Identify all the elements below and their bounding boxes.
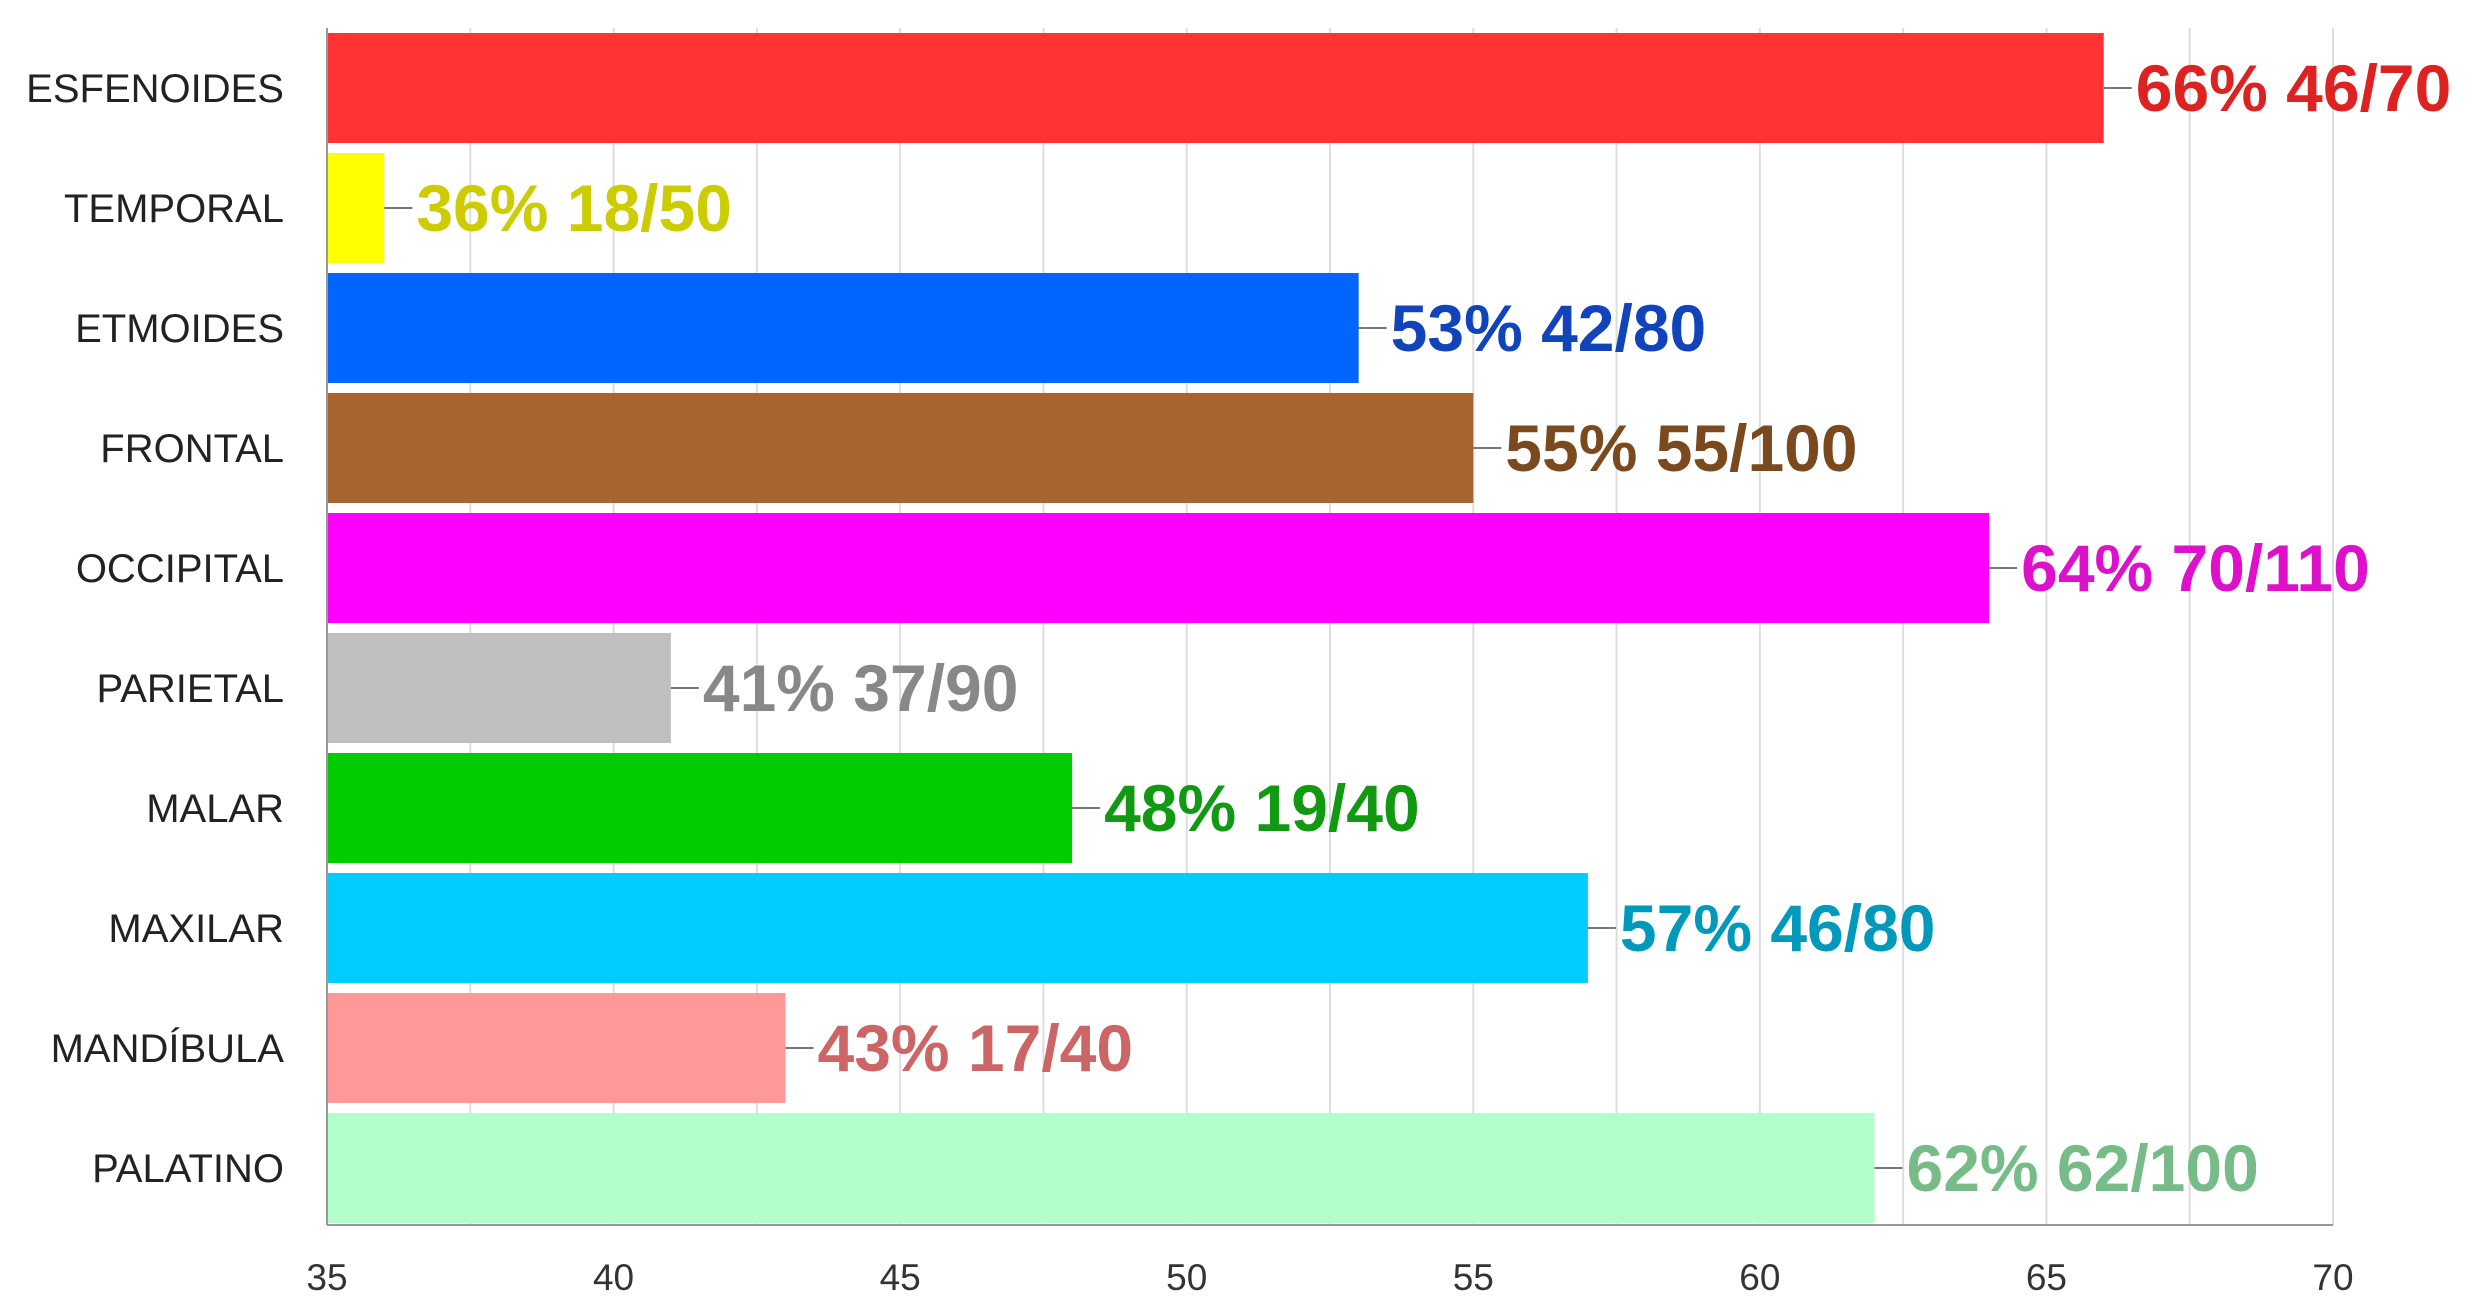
x-tick-label: 35 xyxy=(306,1257,347,1298)
x-tick-label: 70 xyxy=(2312,1257,2353,1298)
bar-frontal xyxy=(327,393,1474,503)
category-label: MALAR xyxy=(146,787,284,831)
bar-malar xyxy=(327,753,1073,863)
data-label: 43% 17/40 xyxy=(818,1011,1134,1085)
label-layer: ESFENOIDES 66% 46/70 TEMPORAL 36% 18/50 ETMO… xyxy=(26,51,2451,1205)
x-tick-label: 45 xyxy=(880,1257,921,1298)
x-tick-label: 65 xyxy=(2026,1257,2067,1298)
bar-esfenoides xyxy=(327,33,2104,143)
data-label: 66% 46/70 xyxy=(2136,51,2452,125)
x-tick-label: 50 xyxy=(1166,1257,1207,1298)
data-label: 64% 70/110 xyxy=(2021,531,2370,605)
category-label: PALATINO xyxy=(92,1147,284,1191)
bar-palatino xyxy=(327,1113,1875,1223)
axis-layer: 35 40 45 50 55 60 65 70 xyxy=(306,28,2354,1298)
category-label: ESFENOIDES xyxy=(26,67,284,111)
x-tick-label: 40 xyxy=(593,1257,634,1298)
category-label: PARIETAL xyxy=(97,667,284,711)
data-label: 53% 42/80 xyxy=(1391,291,1707,365)
category-label: MAXILAR xyxy=(108,907,284,951)
bar-temporal xyxy=(327,153,385,263)
category-label: ETMOIDES xyxy=(75,307,284,351)
bar-layer xyxy=(327,33,2104,1223)
bar-mandíbula xyxy=(327,993,786,1103)
data-label: 57% 46/80 xyxy=(1620,891,1936,965)
category-label: OCCIPITAL xyxy=(76,547,284,591)
data-label: 36% 18/50 xyxy=(416,171,732,245)
category-label: MANDÍBULA xyxy=(51,1026,285,1071)
bar-maxilar xyxy=(327,873,1588,983)
data-label: 55% 55/100 xyxy=(1505,411,1857,485)
bar-parietal xyxy=(327,633,671,743)
bar-occipital xyxy=(327,513,1990,623)
x-tick-label: 55 xyxy=(1453,1257,1494,1298)
category-label: TEMPORAL xyxy=(64,187,284,231)
bar-etmoides xyxy=(327,273,1359,383)
grid-layer xyxy=(326,28,2334,1225)
data-label: 62% 62/100 xyxy=(1906,1131,2258,1205)
x-tick-label: 60 xyxy=(1739,1257,1780,1298)
category-label: FRONTAL xyxy=(100,427,284,471)
data-label: 41% 37/90 xyxy=(703,651,1019,725)
data-label: 48% 19/40 xyxy=(1104,771,1420,845)
